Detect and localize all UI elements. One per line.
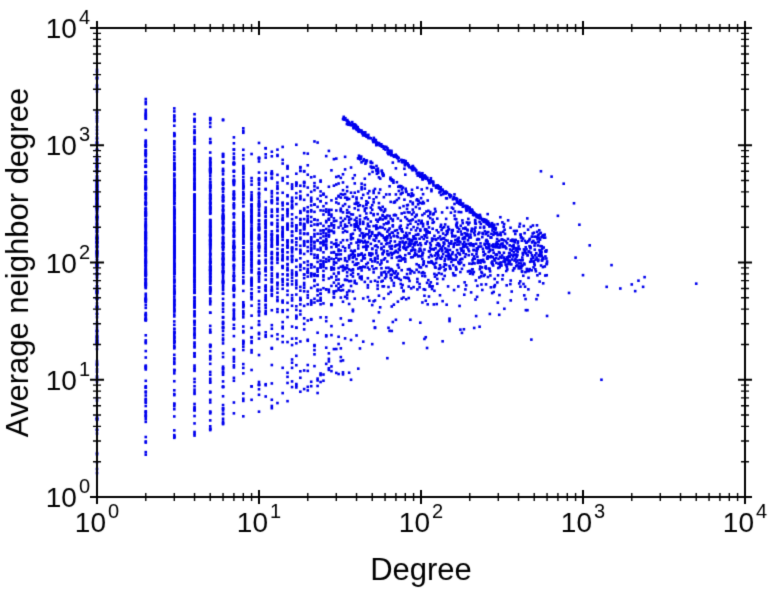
scatter-chart-canvas: [0, 0, 777, 600]
scatter-figure: Degree Average neighbor degree: [0, 0, 777, 600]
